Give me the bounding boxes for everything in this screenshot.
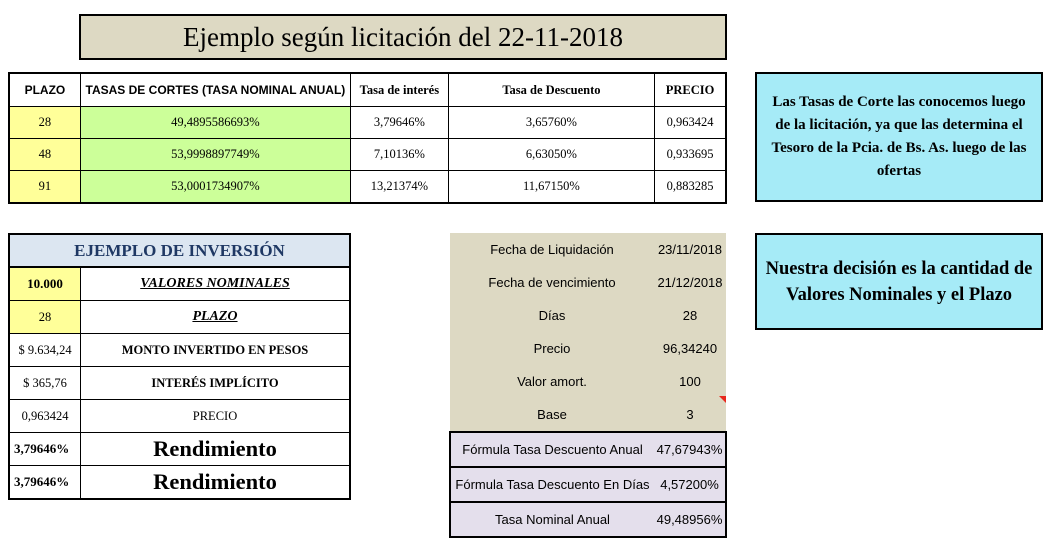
precio-calc-label: Precio <box>450 332 654 365</box>
info-box-text: Las Tasas de Corte las conocemos luego d… <box>771 94 1027 179</box>
table-row: 3,79646% Rendimiento <box>8 432 351 466</box>
cell-tasa-corte[interactable]: 53,9998897749% <box>79 138 351 171</box>
table-row: $ 9.634,24 MONTO INVERTIDO EN PESOS <box>8 333 351 367</box>
valor-amort-label: Valor amort. <box>450 365 654 398</box>
cell-tasa-interes[interactable]: 7,10136% <box>349 138 449 171</box>
calc-row: Valor amort. 100 <box>450 365 726 398</box>
table-row: 3,79646% Rendimiento <box>8 465 351 500</box>
investment-header: EJEMPLO DE INVERSIÓN <box>8 233 351 268</box>
cell-tasa-corte[interactable]: 53,0001734907% <box>79 170 351 204</box>
base-label: Base <box>450 398 654 432</box>
cell-tasa-corte[interactable]: 49,4895586693% <box>79 106 351 139</box>
calc-panel: Fecha de Liquidación 23/11/2018 Fecha de… <box>449 233 727 538</box>
page-title: Ejemplo según licitación del 22-11-2018 <box>79 14 727 60</box>
cell-tasa-interes[interactable]: 13,21374% <box>349 170 449 204</box>
monto-invertido-label: MONTO INVERTIDO EN PESOS <box>80 333 351 367</box>
header-precio: PRECIO <box>654 72 727 107</box>
table-row: 0,963424 PRECIO <box>8 399 351 433</box>
header-plazo: PLAZO <box>8 72 81 107</box>
rates-table: PLAZO TASAS DE CORTES (TASA NOMINAL ANUA… <box>8 72 727 204</box>
investment-table: EJEMPLO DE INVERSIÓN 10.000 VALORES NOMI… <box>8 233 351 500</box>
table-row: $ 365,76 INTERÉS IMPLÍCITO <box>8 366 351 400</box>
info-box-tasas-corte: Las Tasas de Corte las conocemos luego d… <box>755 72 1043 202</box>
precio-value[interactable]: 0,963424 <box>8 399 81 433</box>
tasa-nominal-anual-value[interactable]: 49,48956% <box>654 501 727 538</box>
cell-precio[interactable]: 0,933695 <box>654 138 727 171</box>
table-row: 91 53,0001734907% 13,21374% 11,67150% 0,… <box>8 170 727 204</box>
header-tasas-cortes: TASAS DE CORTES (TASA NOMINAL ANUAL) <box>79 72 351 107</box>
table-row: 10.000 VALORES NOMINALES <box>8 266 351 301</box>
header-tasa-interes: Tasa de interés <box>349 72 449 107</box>
precio-label: PRECIO <box>80 399 351 433</box>
plazo-value[interactable]: 28 <box>8 300 81 334</box>
info-box-decision: Nuestra decisión es la cantidad de Valor… <box>755 233 1043 330</box>
fecha-vencimiento-label: Fecha de vencimiento <box>450 266 654 299</box>
interes-implicito-label: INTERÉS IMPLÍCITO <box>80 366 351 400</box>
tasa-descuento-dias-label: Fórmula Tasa Descuento En Días <box>449 466 654 503</box>
tasa-descuento-dias-value[interactable]: 4,57200% <box>654 466 727 503</box>
valores-nominales-label: VALORES NOMINALES <box>80 266 351 301</box>
monto-invertido-value[interactable]: $ 9.634,24 <box>8 333 81 367</box>
tasa-nominal-anual-label: Tasa Nominal Anual <box>449 501 654 538</box>
cell-tasa-descuento[interactable]: 3,65760% <box>447 106 656 139</box>
calc-row: Fecha de vencimiento 21/12/2018 <box>450 266 726 299</box>
tasa-descuento-anual-value[interactable]: 47,67943% <box>654 431 727 468</box>
comment-indicator-icon[interactable] <box>719 396 726 403</box>
valor-amort-value[interactable]: 100 <box>654 365 726 398</box>
table-row: 28 PLAZO <box>8 300 351 334</box>
plazo-label: PLAZO <box>80 300 351 334</box>
calc-row: Precio 96,34240 <box>450 332 726 365</box>
calc-row: Tasa Nominal Anual 49,48956% <box>449 501 727 538</box>
rendimiento-value[interactable]: 3,79646% <box>8 432 81 466</box>
rendimiento-label: Rendimiento <box>80 432 351 466</box>
calc-row: Fórmula Tasa Descuento En Días 4,57200% <box>449 466 727 503</box>
info-box-text: Nuestra decisión es la cantidad de Valor… <box>765 258 1033 305</box>
fecha-liquidacion-label: Fecha de Liquidación <box>450 233 654 266</box>
table-row: 28 49,4895586693% 3,79646% 3,65760% 0,96… <box>8 106 727 139</box>
calc-row: Fecha de Liquidación 23/11/2018 <box>450 233 726 266</box>
fecha-vencimiento-value[interactable]: 21/12/2018 <box>654 266 726 299</box>
cell-plazo[interactable]: 91 <box>8 170 81 204</box>
calc-row: Días 28 <box>450 299 726 332</box>
cell-tasa-descuento[interactable]: 6,63050% <box>447 138 656 171</box>
dias-value[interactable]: 28 <box>654 299 726 332</box>
calc-row: Base 3 <box>450 398 726 432</box>
calc-row: Fórmula Tasa Descuento Anual 47,67943% <box>449 431 727 468</box>
cell-tasa-interes[interactable]: 3,79646% <box>349 106 449 139</box>
cell-plazo[interactable]: 48 <box>8 138 81 171</box>
dias-label: Días <box>450 299 654 332</box>
valores-nominales-value[interactable]: 10.000 <box>8 266 81 301</box>
base-value[interactable]: 3 <box>654 398 726 432</box>
tasa-descuento-anual-label: Fórmula Tasa Descuento Anual <box>449 431 654 468</box>
table-row: 48 53,9998897749% 7,10136% 6,63050% 0,93… <box>8 138 727 171</box>
rendimiento-label: Rendimiento <box>80 465 351 500</box>
precio-calc-value[interactable]: 96,34240 <box>654 332 726 365</box>
cell-precio[interactable]: 0,883285 <box>654 170 727 204</box>
cell-tasa-descuento[interactable]: 11,67150% <box>447 170 656 204</box>
cell-plazo[interactable]: 28 <box>8 106 81 139</box>
cell-precio[interactable]: 0,963424 <box>654 106 727 139</box>
rendimiento-value[interactable]: 3,79646% <box>8 465 81 500</box>
interes-implicito-value[interactable]: $ 365,76 <box>8 366 81 400</box>
header-tasa-descuento: Tasa de Descuento <box>447 72 656 107</box>
fecha-liquidacion-value[interactable]: 23/11/2018 <box>654 233 726 266</box>
rates-header-row: PLAZO TASAS DE CORTES (TASA NOMINAL ANUA… <box>8 72 727 107</box>
